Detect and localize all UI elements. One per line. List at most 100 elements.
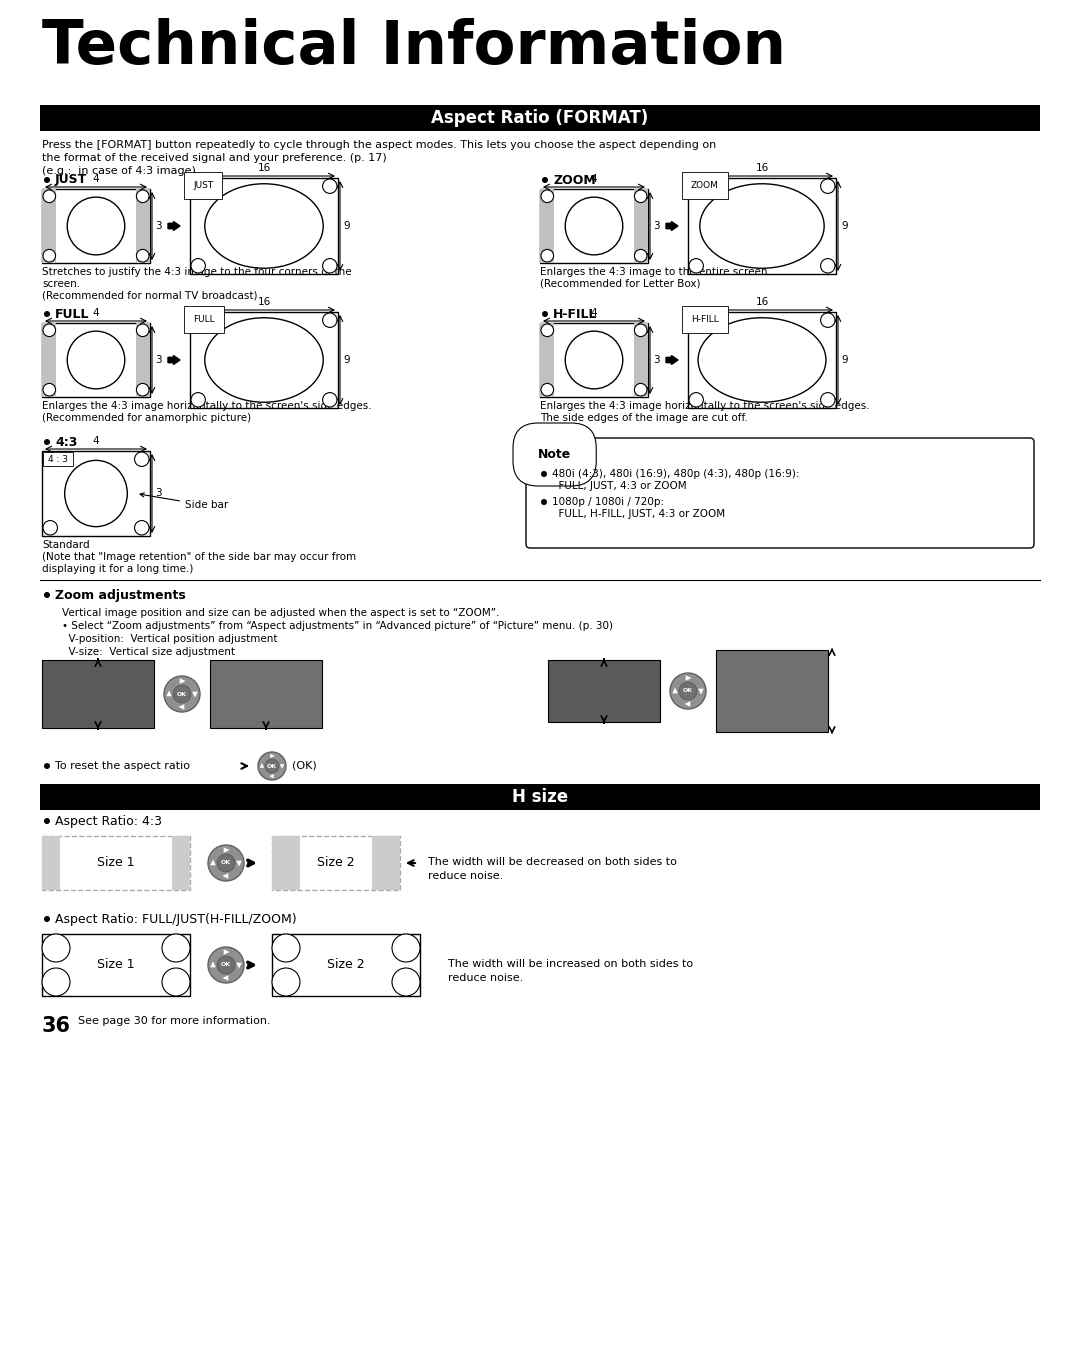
Polygon shape — [672, 688, 678, 693]
Text: 4 : 3: 4 : 3 — [48, 455, 68, 464]
Text: Enlarges the 4:3 image horizontally to the screen's side edges.: Enlarges the 4:3 image horizontally to t… — [42, 402, 372, 411]
Polygon shape — [224, 950, 230, 955]
Text: Aspect Ratio (FORMAT): Aspect Ratio (FORMAT) — [431, 109, 649, 128]
Circle shape — [191, 392, 205, 407]
Text: The width will be increased on both sides to: The width will be increased on both side… — [448, 959, 693, 969]
Polygon shape — [237, 962, 242, 969]
Circle shape — [634, 384, 647, 396]
Circle shape — [162, 934, 190, 962]
FancyArrow shape — [666, 221, 678, 231]
Circle shape — [821, 179, 835, 194]
Text: JUST: JUST — [55, 174, 87, 186]
Text: Size 2: Size 2 — [327, 958, 365, 972]
Bar — [42, 836, 60, 890]
Text: Note: Note — [538, 448, 571, 461]
Circle shape — [43, 190, 55, 202]
Circle shape — [217, 854, 235, 873]
Text: OK: OK — [683, 688, 693, 693]
Bar — [42, 189, 150, 263]
Text: Press the [FORMAT] button repeatedly to cycle through the aspect modes. This let: Press the [FORMAT] button repeatedly to … — [42, 140, 716, 151]
Bar — [43, 452, 73, 465]
Ellipse shape — [565, 197, 623, 255]
Text: JUST: JUST — [193, 180, 213, 190]
Text: Size 1: Size 1 — [97, 856, 135, 870]
Text: The side edges of the image are cut off.: The side edges of the image are cut off. — [540, 413, 747, 423]
Text: OK: OK — [177, 692, 187, 696]
Text: 3: 3 — [156, 356, 162, 365]
Bar — [136, 189, 150, 263]
Text: reduce noise.: reduce noise. — [448, 973, 523, 982]
Bar — [40, 104, 1040, 132]
Text: Aspect Ratio: 4:3: Aspect Ratio: 4:3 — [55, 814, 162, 828]
Text: reduce noise.: reduce noise. — [428, 871, 503, 881]
Bar — [716, 650, 828, 731]
Bar — [372, 836, 400, 890]
Circle shape — [44, 916, 50, 921]
Bar — [548, 660, 660, 722]
Circle shape — [44, 763, 50, 769]
Text: 480i (4:3), 480i (16:9), 480p (4:3), 480p (16:9):: 480i (4:3), 480i (16:9), 480p (4:3), 480… — [552, 470, 799, 479]
Text: 16: 16 — [257, 297, 271, 307]
Ellipse shape — [65, 460, 127, 527]
Text: OK: OK — [221, 860, 231, 866]
Circle shape — [541, 471, 546, 478]
Circle shape — [164, 676, 200, 712]
Circle shape — [191, 259, 205, 273]
Circle shape — [542, 311, 548, 318]
Circle shape — [191, 313, 205, 327]
Circle shape — [323, 259, 337, 273]
Bar — [210, 660, 322, 727]
Ellipse shape — [205, 183, 323, 269]
Circle shape — [541, 190, 554, 202]
Polygon shape — [222, 873, 228, 879]
Text: 1080p / 1080i / 720p:: 1080p / 1080i / 720p: — [552, 497, 664, 508]
Circle shape — [689, 313, 703, 327]
Text: H size: H size — [512, 788, 568, 806]
Text: 9: 9 — [841, 221, 848, 231]
Bar — [540, 323, 554, 398]
Text: 36: 36 — [42, 1016, 71, 1035]
Text: Enlarges the 4:3 image to the entire screen.: Enlarges the 4:3 image to the entire scr… — [540, 267, 771, 277]
Circle shape — [670, 673, 706, 708]
Polygon shape — [280, 764, 284, 769]
Text: 4: 4 — [93, 174, 99, 185]
Text: 4: 4 — [93, 308, 99, 318]
Circle shape — [689, 259, 703, 273]
Circle shape — [43, 324, 55, 337]
Text: Size 1: Size 1 — [97, 958, 135, 972]
Text: 4: 4 — [591, 174, 597, 185]
Circle shape — [191, 179, 205, 194]
Polygon shape — [698, 689, 704, 695]
Bar — [272, 934, 420, 996]
Circle shape — [208, 947, 244, 982]
Circle shape — [323, 392, 337, 407]
Text: OK: OK — [221, 962, 231, 968]
Circle shape — [541, 384, 554, 396]
Polygon shape — [179, 678, 186, 684]
Text: FULL: FULL — [55, 308, 90, 320]
Text: 16: 16 — [257, 163, 271, 172]
FancyArrow shape — [168, 356, 180, 365]
Circle shape — [135, 521, 149, 535]
Circle shape — [208, 845, 244, 881]
Text: 9: 9 — [343, 221, 350, 231]
FancyBboxPatch shape — [526, 438, 1034, 548]
Circle shape — [634, 324, 647, 337]
Text: H-FILL: H-FILL — [553, 308, 597, 320]
Text: Zoom adjustments: Zoom adjustments — [55, 589, 186, 601]
Bar — [136, 323, 150, 398]
Circle shape — [173, 685, 191, 703]
Circle shape — [265, 759, 279, 773]
Circle shape — [272, 934, 300, 962]
Bar — [42, 451, 150, 536]
Text: the format of the received signal and your preference. (p. 17): the format of the received signal and yo… — [42, 153, 387, 163]
Bar — [540, 189, 648, 263]
Polygon shape — [224, 847, 230, 852]
Text: OK: OK — [267, 764, 278, 768]
Circle shape — [44, 818, 50, 824]
Polygon shape — [166, 691, 172, 696]
Text: FULL: FULL — [193, 315, 215, 324]
Text: • Select “Zoom adjustments” from “Aspect adjustments” in “Advanced picture” of “: • Select “Zoom adjustments” from “Aspect… — [62, 622, 613, 631]
Polygon shape — [260, 763, 265, 768]
Text: 16: 16 — [755, 297, 769, 307]
